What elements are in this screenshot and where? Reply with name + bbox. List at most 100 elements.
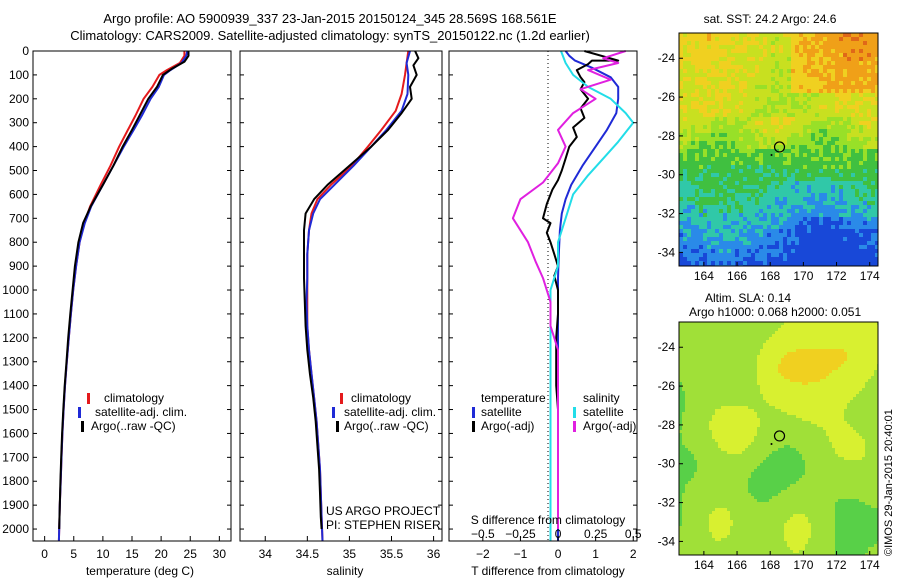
map-cell [723, 133, 728, 138]
map-cell [787, 391, 791, 395]
map-cell [748, 388, 752, 392]
map-cell [856, 346, 860, 350]
map-cell [781, 388, 785, 392]
map-cell [703, 253, 708, 258]
map-cell [747, 165, 752, 170]
map-cell [803, 45, 808, 50]
map-cell [832, 385, 836, 389]
map-cell [683, 261, 688, 266]
map-cell [855, 181, 860, 186]
map-cell [871, 237, 876, 242]
map-cell [819, 81, 824, 86]
map-cell [859, 185, 864, 190]
map-cell [739, 121, 744, 126]
map-cell [787, 388, 791, 392]
map-cell [755, 189, 760, 194]
map-cell [771, 213, 776, 218]
map-cell [703, 85, 708, 90]
map-cell [739, 349, 743, 353]
map-cell [832, 379, 836, 383]
map-cell [811, 205, 816, 210]
map-cell [805, 346, 809, 350]
map-cell [847, 161, 852, 166]
map-cell [703, 261, 708, 266]
map-cell [831, 49, 836, 54]
map-cell [781, 370, 785, 374]
map-cell [783, 41, 788, 46]
map-cell [835, 331, 839, 335]
map-cell [709, 373, 713, 377]
map-cell [703, 145, 708, 150]
map-cell [679, 145, 684, 150]
map-cell [811, 137, 816, 142]
map-cell [831, 85, 836, 90]
map-cell [859, 45, 864, 50]
map-cell [844, 388, 848, 392]
map-cell [868, 331, 872, 335]
series-line-argo-raw-qc- [303, 50, 420, 530]
map-cell [769, 325, 773, 329]
map-cell [679, 355, 683, 359]
map-cell [805, 388, 809, 392]
map-cell [841, 373, 845, 377]
map-cell [805, 355, 809, 359]
map-cell [766, 382, 770, 386]
map-cell [823, 237, 828, 242]
map-cell [843, 225, 848, 230]
map-cell [843, 233, 848, 238]
map-cell [784, 367, 788, 371]
map-cell [799, 364, 803, 368]
map-cell [739, 125, 744, 130]
map-cell [695, 253, 700, 258]
map-cell [719, 169, 724, 174]
map-cell [795, 105, 800, 110]
map-cell [775, 85, 780, 90]
map-cell [691, 69, 696, 74]
map-cell [691, 93, 696, 98]
map-cell [875, 89, 878, 94]
map-cell [759, 125, 764, 130]
map-cell [863, 233, 868, 238]
map-cell [859, 328, 863, 332]
map-cell [687, 33, 692, 38]
map-cell [832, 391, 836, 395]
map-cell [831, 141, 836, 146]
map-cell [847, 193, 852, 198]
map-cell [775, 153, 780, 158]
map-cell [823, 213, 828, 218]
map-cell [703, 117, 708, 122]
map-cell [799, 97, 804, 102]
map-cell [835, 394, 839, 398]
map-cell [751, 337, 755, 341]
map-cell [808, 337, 812, 341]
map-cell [715, 85, 720, 90]
map-cell [767, 105, 772, 110]
map-cell [847, 45, 852, 50]
map-cell [706, 376, 710, 380]
map-cell [867, 233, 872, 238]
map-cell [695, 57, 700, 62]
map-cell [757, 322, 761, 326]
map-cell [769, 385, 773, 389]
map-cell [747, 245, 752, 250]
map-cell [795, 197, 800, 202]
map-cell [775, 364, 779, 368]
map-cell [811, 157, 816, 162]
map-cell [839, 233, 844, 238]
map-cell [874, 376, 878, 380]
map-cell [843, 133, 848, 138]
map-cell [763, 153, 768, 158]
map-cell [739, 221, 744, 226]
map-cell [703, 113, 708, 118]
map-cell [811, 81, 816, 86]
map-cell [695, 177, 700, 182]
map-cell [763, 89, 768, 94]
map-cell [709, 328, 713, 332]
map-cell [819, 97, 824, 102]
map-cell [851, 125, 856, 130]
map-cell [707, 101, 712, 106]
x2-tick-label: 0 [555, 527, 562, 541]
map-cell [820, 364, 824, 368]
map-cell [755, 97, 760, 102]
map-cell [691, 379, 695, 383]
